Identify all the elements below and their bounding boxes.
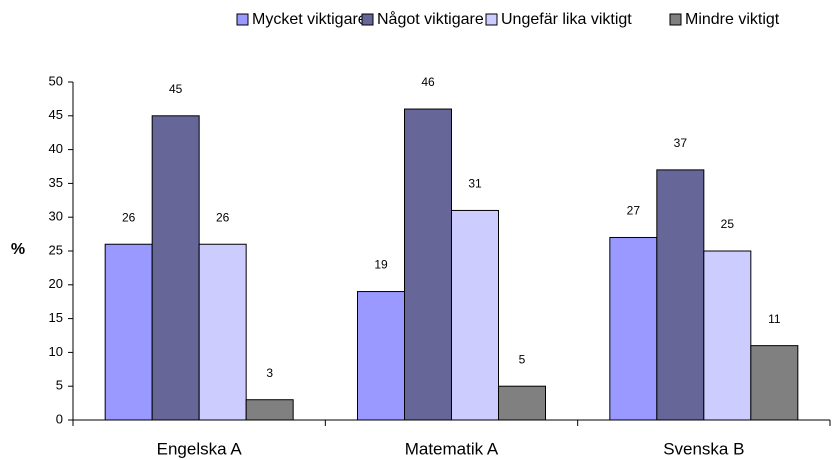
bar (151, 115, 200, 421)
y-tick-label: 45 (49, 107, 63, 122)
bar (357, 291, 405, 421)
x-tick-label: Matematik A (405, 439, 499, 458)
value-label: 26 (216, 210, 230, 224)
legend-swatch (236, 13, 249, 26)
legend-label: Ungefär lika viktigt (501, 11, 632, 28)
legend-label: Något viktigare (377, 10, 484, 28)
legend-swatch (361, 13, 374, 26)
bar (404, 108, 452, 421)
value-label: 19 (374, 258, 388, 272)
value-label: 25 (721, 217, 735, 231)
bar (245, 399, 294, 421)
x-tick-label: Engelska A (157, 439, 243, 458)
x-tick-label: Svenska B (663, 439, 744, 458)
y-axis-label: % (11, 241, 25, 258)
legend-label: Mindre viktigt (685, 11, 780, 28)
bar (104, 243, 153, 421)
y-tick-label: 40 (49, 141, 63, 156)
value-label: 27 (627, 204, 641, 218)
y-tick-label: 35 (49, 175, 63, 190)
bar (498, 385, 546, 421)
legend-label: Mycket viktigare (252, 11, 367, 28)
bar (750, 345, 799, 421)
value-label: 11 (768, 312, 781, 326)
value-label: 37 (674, 136, 688, 150)
value-label: 5 (519, 352, 526, 366)
y-tick-label: 25 (49, 242, 63, 257)
bar (198, 243, 247, 421)
value-label: 45 (169, 82, 183, 96)
y-tick-label: 20 (49, 276, 63, 291)
bar (451, 209, 499, 421)
legend-swatch (669, 13, 682, 26)
legend-swatch (485, 13, 498, 26)
y-tick-label: 30 (49, 209, 63, 224)
y-tick-label: 5 (56, 378, 63, 393)
y-tick-label: 0 (56, 411, 63, 426)
y-tick-label: 10 (49, 344, 63, 359)
value-label: 26 (122, 210, 136, 224)
bar (656, 169, 705, 421)
y-tick-label: 50 (49, 73, 63, 88)
value-label: 46 (421, 75, 435, 89)
value-label: 31 (468, 177, 482, 191)
bar (609, 236, 658, 421)
bar (703, 250, 752, 421)
y-tick-label: 15 (49, 310, 63, 325)
value-label: 3 (266, 366, 273, 380)
